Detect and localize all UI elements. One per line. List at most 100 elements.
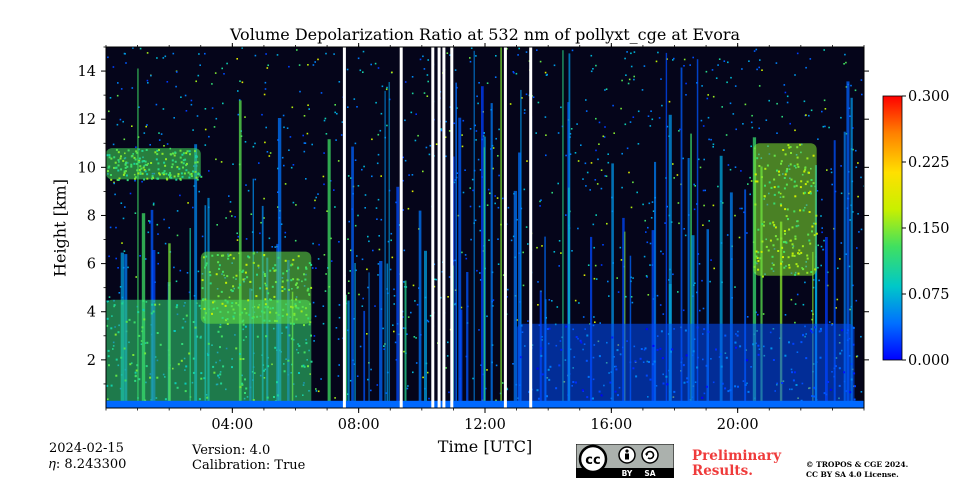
feature-pixel (660, 330, 663, 333)
feature-pixel (221, 316, 224, 319)
feature-pixel (806, 257, 809, 260)
feature-pixel (683, 381, 686, 384)
noise-pixel (739, 207, 741, 210)
noise-pixel (628, 171, 630, 174)
noise-pixel (348, 280, 350, 282)
feature-pixel (287, 359, 290, 362)
noise-pixel (107, 56, 109, 59)
noise-pixel (299, 90, 301, 93)
noise-pixel (702, 125, 705, 127)
noise-pixel (741, 207, 743, 210)
preliminary-line-1: Preliminary (692, 448, 782, 464)
noise-pixel (706, 97, 709, 100)
feature-pixel (720, 365, 723, 368)
feature-pixel (685, 354, 688, 357)
feature-pixel (310, 360, 313, 363)
feature-pixel (156, 149, 159, 152)
feature-pixel (263, 311, 266, 314)
feature-pixel (812, 154, 815, 157)
noise-pixel (412, 284, 415, 287)
feature-pixel (273, 269, 276, 272)
colorbar-tick-label: 0.150 (908, 221, 950, 237)
noise-pixel (119, 118, 122, 121)
feature-pixel (777, 185, 780, 188)
noise-pixel (551, 191, 553, 194)
data-gap (437, 47, 441, 408)
noise-pixel (304, 142, 307, 144)
noise-pixel (119, 286, 122, 288)
colorbar (882, 95, 903, 361)
feature-pixel (767, 249, 770, 252)
noise-pixel (858, 231, 860, 233)
noise-pixel (131, 87, 134, 89)
noise-pixel (120, 202, 123, 204)
feature-pixel (735, 346, 737, 349)
noise-pixel (422, 170, 424, 173)
noise-pixel (584, 162, 587, 165)
noise-pixel (266, 151, 269, 153)
noise-pixel (673, 177, 675, 179)
feature-pixel (146, 173, 149, 176)
noise-pixel (115, 226, 117, 229)
x-tick-label: 16:00 (590, 417, 632, 433)
feature-pixel (540, 347, 543, 350)
feature-pixel (838, 367, 841, 370)
noise-pixel (522, 251, 524, 254)
feature-pixel (138, 157, 141, 160)
feature-pixel (174, 382, 177, 385)
feature-pixel (783, 266, 786, 269)
noise-pixel (428, 153, 431, 156)
feature-pixel (305, 267, 308, 270)
noise-pixel (346, 68, 349, 71)
noise-pixel (605, 88, 608, 90)
noise-pixel (646, 276, 648, 278)
feature-pixel (161, 152, 164, 155)
feature-pixel (219, 326, 222, 328)
noise-pixel (645, 231, 647, 233)
noise-pixel (162, 57, 165, 59)
feature-pixel (797, 272, 800, 275)
noise-pixel (683, 65, 685, 67)
noise-pixel (845, 61, 847, 64)
feature-pixel (200, 175, 203, 178)
feature-pixel (787, 256, 790, 259)
noise-pixel (402, 156, 404, 159)
feature-pixel (673, 390, 676, 393)
feature-pixel (184, 382, 187, 385)
feature-pixel (200, 372, 203, 375)
feature-pixel (141, 326, 144, 329)
feature-pixel (744, 384, 747, 386)
noise-pixel (477, 102, 479, 105)
noise-pixel (860, 176, 862, 179)
feature-pixel (754, 180, 757, 183)
noise-pixel (139, 255, 141, 257)
noise-pixel (672, 163, 674, 165)
noise-pixel (411, 174, 414, 176)
noise-pixel (647, 294, 650, 296)
noise-pixel (683, 58, 686, 61)
noise-pixel (337, 375, 340, 377)
feature-pixel (143, 178, 146, 181)
data-gap (450, 47, 454, 408)
noise-pixel (786, 101, 789, 104)
feature-pixel (212, 301, 214, 304)
signal-streak (744, 189, 747, 408)
noise-pixel (840, 116, 842, 119)
feature-pixel (125, 174, 128, 177)
feature-pixel (761, 223, 764, 226)
y-tick-label: 6 (87, 257, 96, 273)
noise-pixel (426, 319, 429, 322)
noise-pixel (179, 194, 181, 197)
feature-pixel (239, 283, 242, 286)
feature-pixel (809, 242, 812, 245)
noise-pixel (501, 197, 504, 200)
noise-pixel (425, 146, 428, 149)
feature-pixel (110, 178, 113, 181)
feature-pixel (772, 359, 775, 361)
noise-pixel (383, 348, 385, 350)
feature-pixel (614, 390, 617, 393)
feature-pixel (811, 395, 814, 397)
feature-pixel (819, 327, 822, 330)
noise-pixel (822, 248, 825, 251)
feature-pixel (232, 308, 235, 311)
